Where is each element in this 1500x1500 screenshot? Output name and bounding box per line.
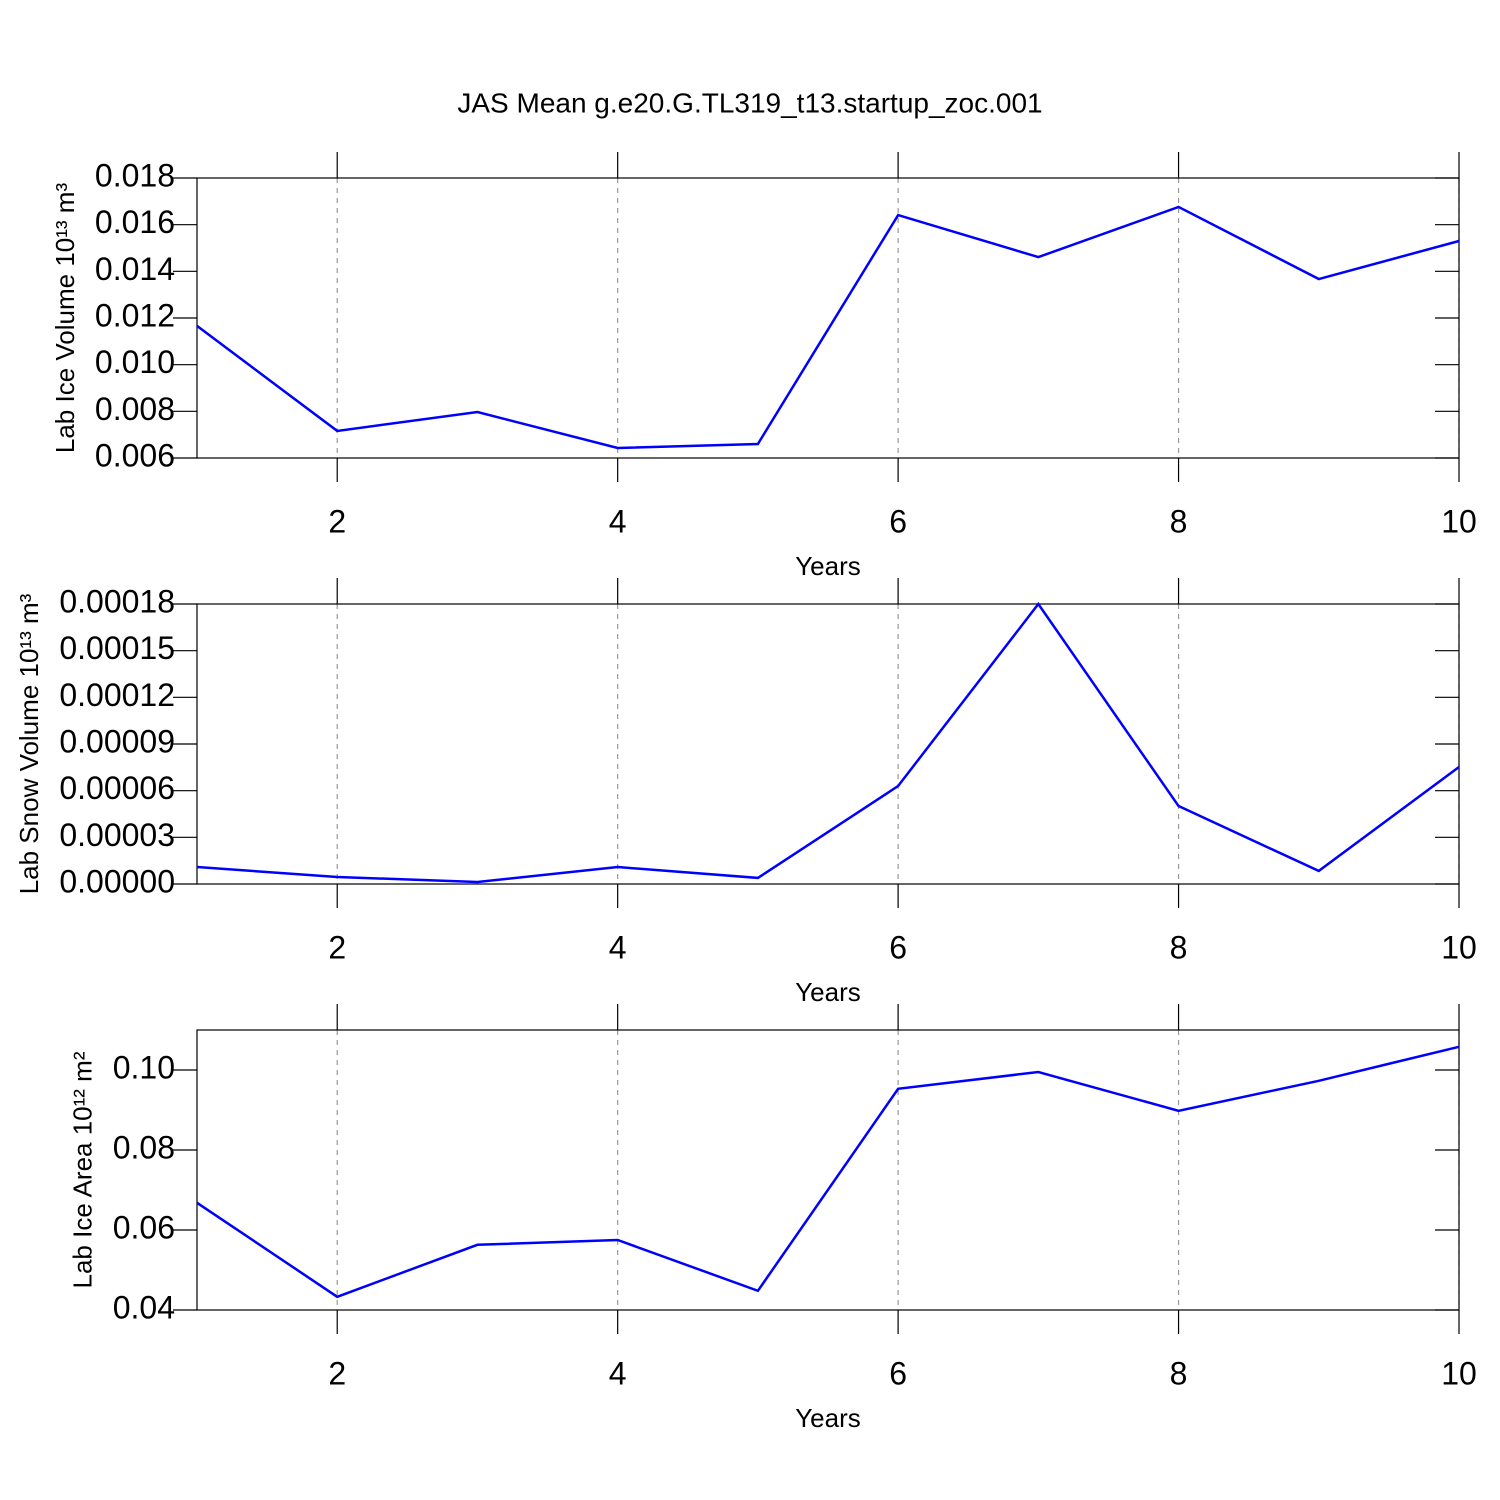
data-line xyxy=(196,205,1460,450)
y-axis-label: Lab Ice Volume 10¹³ m³ xyxy=(50,183,80,454)
y-tick-label: 0.00003 xyxy=(59,817,175,853)
x-tick-label: 4 xyxy=(609,929,627,965)
y-tick-label: 0.006 xyxy=(95,437,175,473)
y-axis-label: Lab Ice Area 10¹² m² xyxy=(68,1051,98,1288)
y-tick-label: 0.014 xyxy=(95,251,175,287)
data-line xyxy=(196,601,1460,884)
y-tick-label: 0.012 xyxy=(95,297,175,333)
data-line xyxy=(196,1045,1460,1299)
x-tick-label: 8 xyxy=(1170,1355,1188,1391)
y-tick-label: 0.00006 xyxy=(59,770,175,806)
chart-title: JAS Mean g.e20.G.TL319_t13.startup_zoc.0… xyxy=(457,87,1042,118)
y-tick-label: 0.010 xyxy=(95,344,175,380)
y-tick-label: 0.00000 xyxy=(59,863,175,899)
x-tick-label: 6 xyxy=(889,929,907,965)
x-tick-label: 4 xyxy=(609,1355,627,1391)
plot-frame xyxy=(196,603,1460,885)
x-tick-label: 10 xyxy=(1441,929,1477,965)
y-tick-label: 0.008 xyxy=(95,391,175,427)
y-tick-label: 0.08 xyxy=(113,1129,175,1165)
y-tick-label: 0.10 xyxy=(113,1049,175,1085)
x-tick-label: 6 xyxy=(889,503,907,539)
x-axis-label: Years xyxy=(795,551,861,581)
x-tick-label: 2 xyxy=(328,503,346,539)
x-tick-label: 6 xyxy=(889,1355,907,1391)
y-axis-label: Lab Snow Volume 10¹³ m³ xyxy=(14,593,44,894)
plot-frame xyxy=(196,1029,1460,1311)
x-tick-label: 2 xyxy=(328,929,346,965)
y-tick-label: 0.00015 xyxy=(59,630,175,666)
y-tick-label: 0.00018 xyxy=(59,583,175,619)
x-tick-label: 8 xyxy=(1170,929,1188,965)
x-tick-label: 8 xyxy=(1170,503,1188,539)
y-tick-label: 0.016 xyxy=(95,204,175,240)
x-tick-label: 4 xyxy=(609,503,627,539)
x-tick-label: 2 xyxy=(328,1355,346,1391)
x-axis-label: Years xyxy=(795,977,861,1007)
y-tick-label: 0.04 xyxy=(113,1289,175,1325)
x-tick-label: 10 xyxy=(1441,503,1477,539)
y-tick-label: 0.00012 xyxy=(59,677,175,713)
x-axis-label: Years xyxy=(795,1403,861,1433)
x-tick-label: 10 xyxy=(1441,1355,1477,1391)
y-tick-label: 0.018 xyxy=(95,157,175,193)
y-tick-label: 0.00009 xyxy=(59,723,175,759)
plot-frame xyxy=(196,177,1460,459)
y-tick-label: 0.06 xyxy=(113,1209,175,1245)
